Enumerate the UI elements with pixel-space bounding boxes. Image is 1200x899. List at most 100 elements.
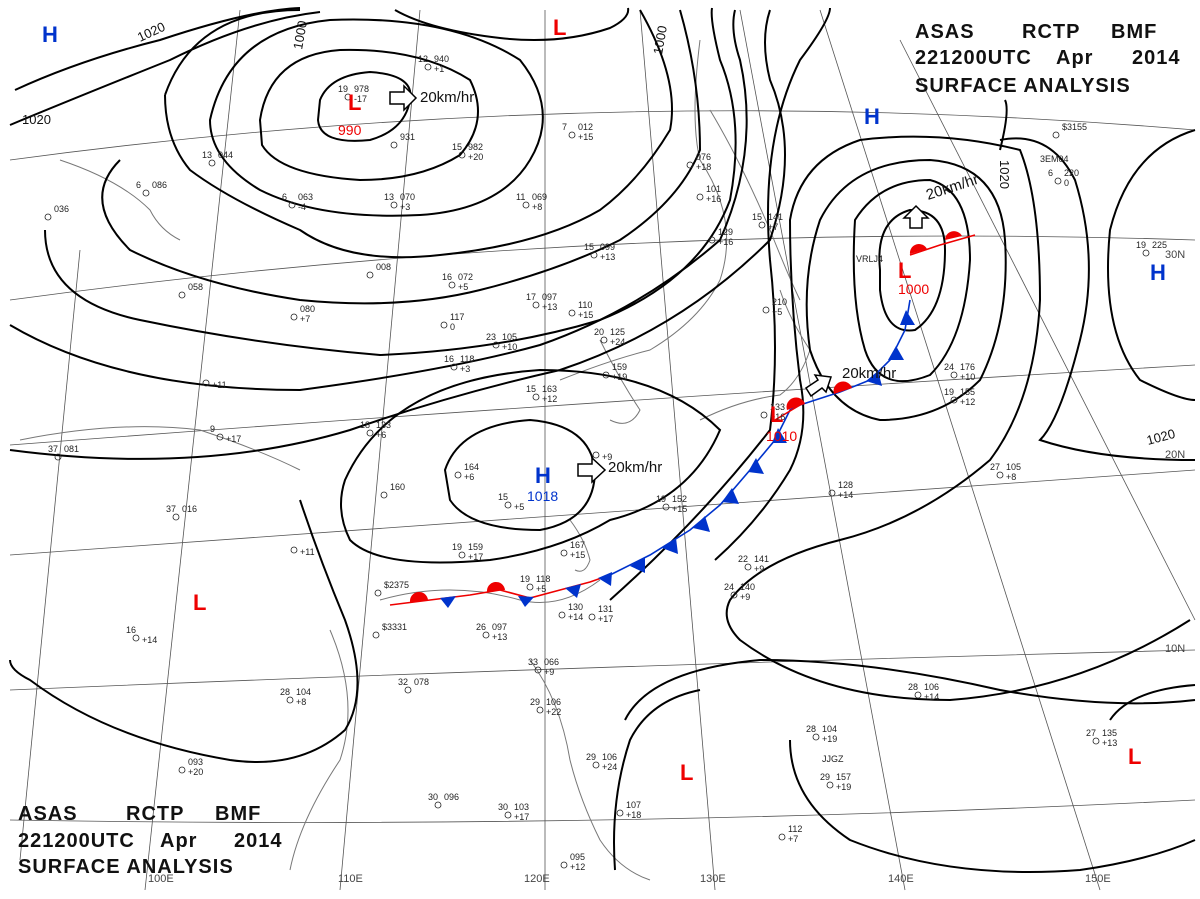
isobar — [9, 9, 748, 392]
station-circle-icon — [450, 363, 458, 371]
station-tend: -17 — [354, 94, 367, 104]
station-circle-icon — [602, 371, 610, 379]
station-temp: 17 — [526, 292, 536, 302]
station-tend: +14 — [924, 692, 939, 702]
station-circle-icon — [404, 686, 412, 694]
station-circle-icon — [172, 513, 180, 521]
station-temp: 22 — [738, 554, 748, 564]
station-tend: +10 — [502, 342, 517, 352]
station-tend: +9 — [602, 452, 612, 462]
station-tend: +19 — [836, 782, 851, 792]
isobar — [1109, 684, 1196, 721]
station-tend: 0 — [450, 322, 455, 332]
station-temp: 16 — [126, 625, 136, 635]
station-press: 133 — [376, 420, 391, 430]
station-tend: +18 — [696, 162, 711, 172]
warm-front-bump — [909, 244, 927, 254]
longitude-label: 150E — [1085, 873, 1111, 885]
station-circle-icon — [216, 433, 224, 441]
station-press: 159 — [612, 362, 627, 372]
longitude-label: 110E — [338, 873, 363, 885]
station-circle-icon — [1092, 737, 1100, 745]
coastline-indochina — [289, 629, 349, 871]
station-press: 133 — [770, 402, 785, 412]
pressure-systems: H L L 990 H L 1000 H H 1018 L 1010 L L L — [42, 15, 1166, 785]
station-circle-icon — [390, 201, 398, 209]
station-temp: 13 — [202, 150, 212, 160]
map-header-bottom: ASAS RCTP BMF 221200UTC Apr 2014 SURFACE… — [18, 803, 282, 878]
station-tend: +16 — [718, 237, 733, 247]
low-pressure-value: 1000 — [898, 281, 929, 297]
latitude-line-30n — [9, 364, 1196, 446]
coastline-philippines — [529, 659, 651, 881]
station-circle-icon — [536, 706, 544, 714]
station-tend: +5 — [458, 282, 468, 292]
high-pressure-icon: H — [1150, 260, 1166, 285]
isobar — [9, 11, 321, 126]
station-press: 063 — [298, 192, 313, 202]
station-temp: 15 — [452, 142, 462, 152]
coastline-japan — [699, 289, 811, 421]
cold-front-tooth — [748, 458, 764, 474]
station-press: 106 — [546, 697, 561, 707]
station-temp: 30 — [498, 802, 508, 812]
station-tend: +6 — [376, 430, 386, 440]
station-press: 106 — [924, 682, 939, 692]
header-time: 221200UTC — [915, 47, 1032, 69]
station-circle-icon — [616, 809, 624, 817]
isobar — [609, 7, 831, 601]
station-circle-icon — [778, 833, 786, 841]
latitude-label: 20N — [1165, 449, 1185, 461]
station-tend: +14 — [142, 635, 157, 645]
station-circle-icon — [504, 811, 512, 819]
header-agency: RCTP — [1022, 21, 1080, 43]
header-year: 2014 — [1132, 47, 1181, 69]
cold-front-tooth — [598, 572, 612, 586]
station-temp: 27 — [990, 462, 1000, 472]
cold-front-tooth — [722, 488, 739, 504]
station-temp: 29 — [530, 697, 540, 707]
isobar — [805, 158, 1007, 422]
station-tend: +15 — [672, 504, 687, 514]
station-temp: 28 — [806, 724, 816, 734]
cold-front — [609, 404, 801, 576]
station-circle-icon — [1054, 177, 1062, 185]
station-tend: +11 — [212, 380, 227, 390]
low-pressure-icon: L — [770, 402, 783, 427]
longitude-label: 100E — [148, 873, 174, 885]
station-press: 141 — [768, 212, 783, 222]
station-tend: +3 — [400, 202, 410, 212]
station-tend: +10 — [960, 372, 975, 382]
station-temp: 23 — [486, 332, 496, 342]
station-circle-icon — [662, 503, 670, 511]
station-tend: +15 — [570, 550, 585, 560]
isobar — [258, 48, 479, 182]
station-temp: 7 — [562, 122, 567, 132]
isobars — [9, 7, 1196, 873]
motion-arrow-icon — [804, 374, 833, 398]
station-temp: 19 — [1136, 240, 1146, 250]
station-temp: 16 — [442, 272, 452, 282]
station-circle-icon — [344, 93, 352, 101]
station-temp: 19 — [452, 542, 462, 552]
station-tend: +16 — [706, 194, 721, 204]
station-tend: +12 — [542, 394, 557, 404]
station-tend: +8 — [532, 202, 542, 212]
station-circle-icon — [374, 589, 382, 597]
motion-arrows — [389, 84, 930, 484]
station-tend: +19 — [822, 734, 837, 744]
station-circle-icon — [996, 471, 1004, 479]
station-tend: +22 — [546, 707, 561, 717]
station-temp: 19 — [656, 494, 666, 504]
latitude-line — [9, 110, 1196, 161]
station-press: 036 — [54, 204, 69, 214]
station-circle-icon — [526, 583, 534, 591]
coastline-korea — [599, 339, 641, 424]
station-press: 101 — [706, 184, 721, 194]
low-pressure-icon: L — [1128, 744, 1141, 769]
station-press: 076 — [696, 152, 711, 162]
station-temp: 28 — [908, 682, 918, 692]
station-temp: 26 — [476, 622, 486, 632]
isobar — [613, 689, 701, 871]
